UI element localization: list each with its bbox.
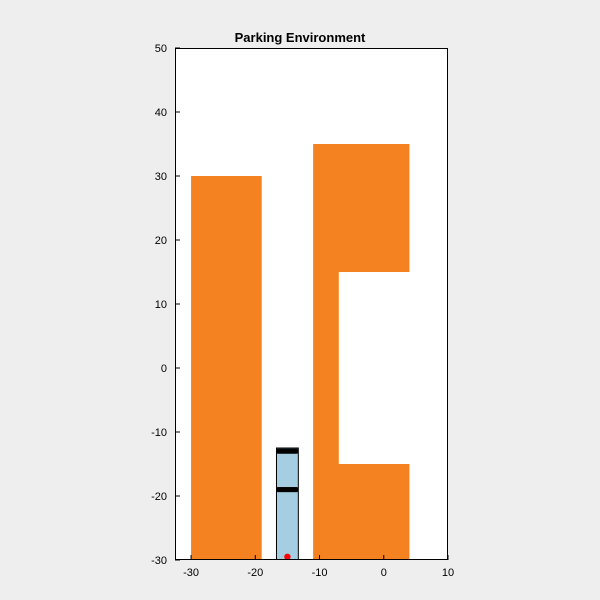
vehicle-hub xyxy=(276,449,280,453)
y-tick-label: -10 xyxy=(151,427,167,439)
x-tick-label: 0 xyxy=(381,567,387,579)
y-tick-label: 40 xyxy=(155,107,167,119)
y-tick-label: -20 xyxy=(151,491,167,503)
vehicle-body xyxy=(276,448,298,560)
chart-title: Parking Environment xyxy=(0,30,600,45)
x-tick-label: -20 xyxy=(247,567,263,579)
y-tick-label: -30 xyxy=(151,555,167,567)
x-tick-label: -10 xyxy=(312,567,328,579)
vehicle-hub xyxy=(276,488,280,492)
y-tick-label: 10 xyxy=(155,299,167,311)
y-tick-label: 50 xyxy=(155,43,167,55)
x-tick-label: -30 xyxy=(183,567,199,579)
obstacle xyxy=(313,144,409,560)
figure: Parking Environment -30-20-10010-30-20-1… xyxy=(0,0,600,600)
vehicle-hub xyxy=(294,449,298,453)
y-tick-label: 20 xyxy=(155,235,167,247)
y-tick-label: 30 xyxy=(155,171,167,183)
vehicle-hub xyxy=(294,488,298,492)
obstacle xyxy=(191,176,262,560)
x-tick-label: 10 xyxy=(442,567,454,579)
axes: -30-20-10010-30-20-1001020304050 xyxy=(175,48,448,560)
y-tick-label: 0 xyxy=(161,363,167,375)
